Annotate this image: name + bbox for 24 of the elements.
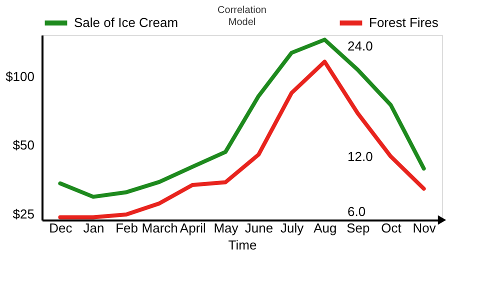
x-tick-label: July	[280, 220, 304, 236]
x-tick-label: Dec	[49, 220, 73, 236]
x-tick-label: May	[214, 220, 239, 236]
y2-tick-label: 24.0	[348, 38, 373, 54]
x-tick-label: March	[142, 220, 178, 236]
legend-label: Forest Fires	[369, 15, 439, 30]
x-tick-label: Nov	[412, 220, 436, 236]
legend-label: Sale of Ice Cream	[74, 15, 178, 30]
x-tick-label: Feb	[116, 220, 138, 236]
y-tick-label: $50	[12, 138, 34, 153]
y-tick-label: $25	[12, 206, 34, 222]
x-tick-label: Oct	[381, 220, 402, 236]
x-tick-label: Aug	[314, 220, 337, 236]
y-tick-label: $100	[6, 68, 34, 84]
x-axis-title: Time	[228, 238, 257, 252]
line-series	[58, 38, 426, 199]
line-series	[58, 60, 426, 220]
x-tick-label: Jan	[83, 220, 104, 236]
y2-tick-label: 12.0	[348, 148, 373, 164]
x-tick-label: Sep	[346, 220, 370, 236]
chart-title: Correlation Model	[218, 5, 266, 28]
x-tick-label: June	[244, 220, 274, 236]
x-tick-label: April	[180, 220, 206, 236]
y2-tick-label: 6.0	[348, 204, 366, 220]
